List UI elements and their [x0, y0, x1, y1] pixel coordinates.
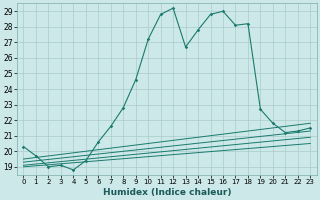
X-axis label: Humidex (Indice chaleur): Humidex (Indice chaleur) — [103, 188, 231, 197]
